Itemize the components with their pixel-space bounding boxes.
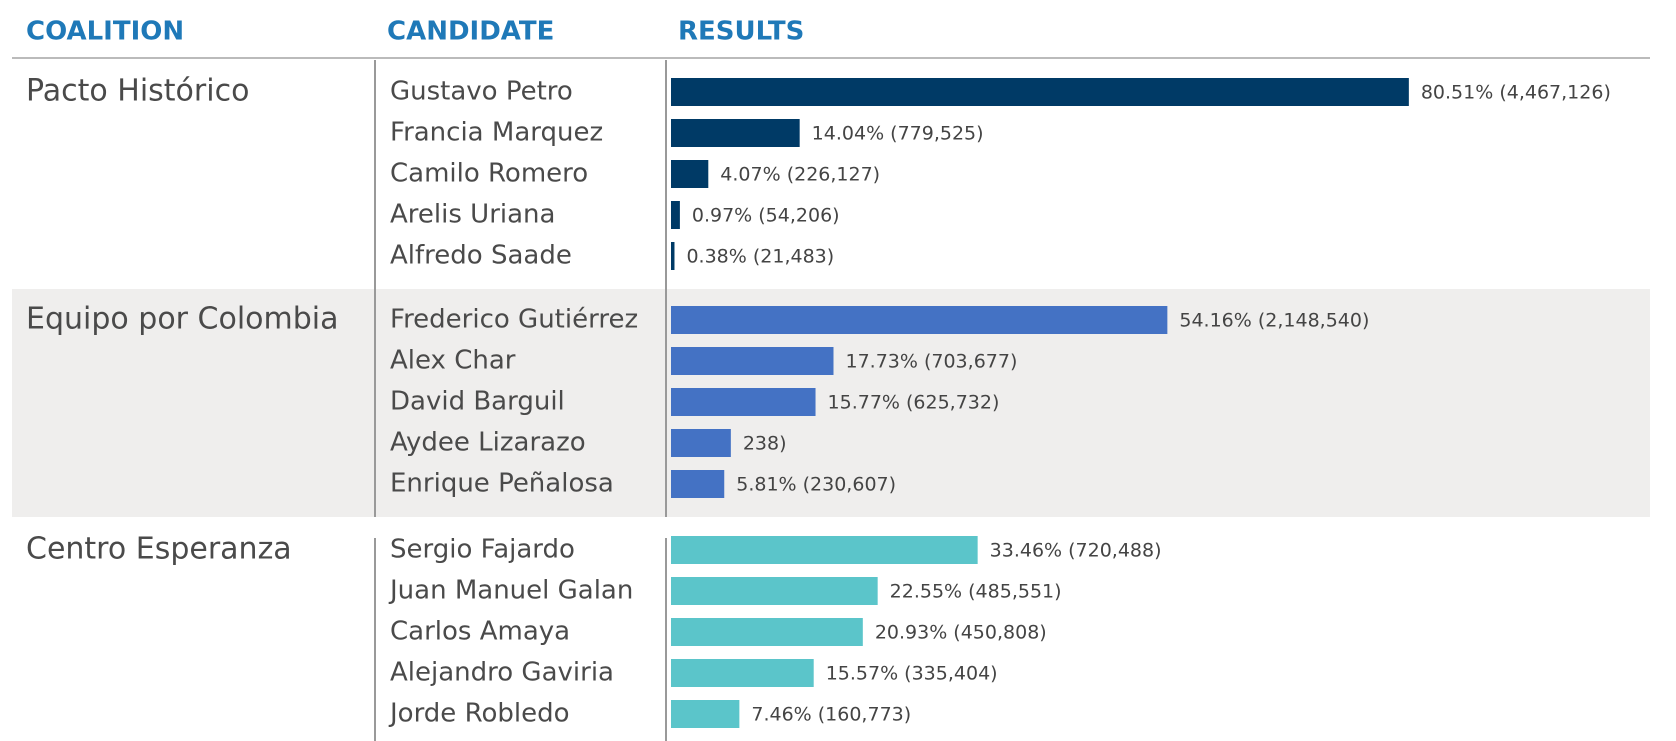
value-label: 7.46% (160,773): [751, 704, 911, 726]
coalition-name: Pacto Histórico: [26, 74, 249, 109]
coalition-name: Centro Esperanza: [26, 532, 292, 567]
bar: [671, 536, 978, 564]
value-label: 20.93% (450,808): [875, 622, 1047, 644]
value-label: 0.38% (21,483): [686, 246, 834, 268]
bar: [671, 347, 834, 375]
candidate-name: Juan Manuel Galan: [388, 576, 633, 606]
header: CANDIDATE: [387, 17, 554, 47]
bar: [671, 659, 814, 687]
bar: [671, 700, 740, 728]
value-label: 15.77% (625,732): [828, 392, 1000, 414]
candidate-name: Jorde Robledo: [388, 699, 570, 729]
bar: [671, 306, 1168, 334]
value-label: 15.57% (335,404): [826, 663, 998, 685]
candidate-name: Camilo Romero: [390, 159, 588, 189]
candidate-name: Alejandro Gaviria: [390, 658, 614, 688]
value-label: 0.97% (54,206): [692, 205, 840, 227]
value-label: 80.51% (4,467,126): [1421, 82, 1611, 104]
candidate-name: Arelis Uriana: [390, 200, 555, 230]
bar: [671, 429, 731, 457]
candidate-name: Frederico Gutiérrez: [390, 305, 638, 335]
candidate-name: Enrique Peñalosa: [390, 469, 614, 499]
value-label: 238): [743, 433, 787, 455]
bar: [671, 160, 709, 188]
bar: [671, 242, 675, 270]
bar: [671, 470, 725, 498]
candidate-name: Alex Char: [390, 346, 516, 376]
candidate-name: Aydee Lizarazo: [390, 428, 586, 458]
bar: [671, 201, 680, 229]
candidate-name: Gustavo Petro: [390, 77, 573, 107]
value-label: 17.73% (703,677): [845, 351, 1017, 373]
value-label: 5.81% (230,607): [736, 474, 896, 496]
bar: [671, 618, 863, 646]
candidate-name: Alfredo Saade: [390, 241, 572, 271]
value-label: 33.46% (720,488): [990, 540, 1162, 562]
value-label: 54.16% (2,148,540): [1179, 310, 1369, 332]
bar: [671, 577, 878, 605]
header: RESULTS: [678, 17, 804, 47]
candidate-name: David Barguil: [390, 387, 565, 417]
bar: [671, 78, 1409, 106]
candidate-name: Sergio Fajardo: [390, 535, 575, 565]
candidate-name: Francia Marquez: [390, 118, 603, 148]
coalition-name: Equipo por Colombia: [26, 302, 339, 337]
header: COALITION: [26, 17, 184, 47]
value-label: 14.04% (779,525): [812, 123, 984, 145]
bar: [671, 119, 800, 147]
value-label: 22.55% (485,551): [890, 581, 1062, 603]
bar: [671, 388, 816, 416]
value-label: 4.07% (226,127): [720, 164, 880, 186]
candidate-name: Carlos Amaya: [390, 617, 570, 647]
